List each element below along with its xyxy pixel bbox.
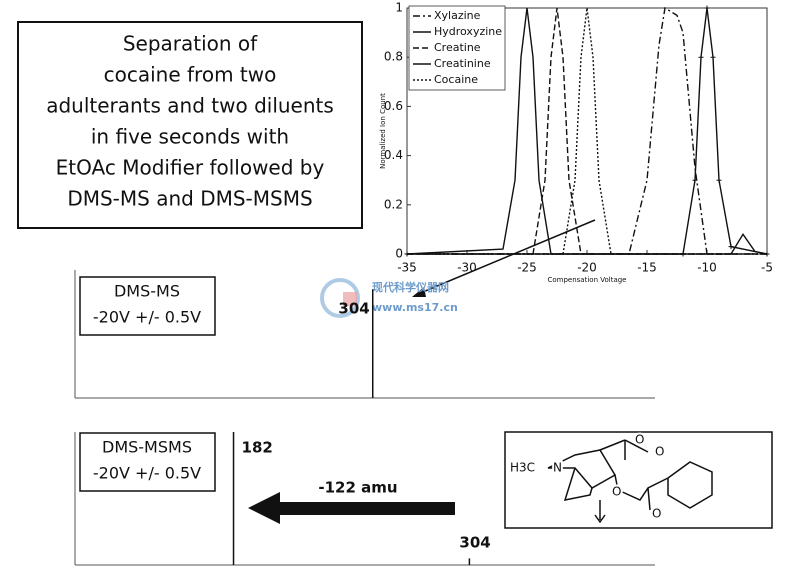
y-tick-label: 1 bbox=[395, 1, 403, 15]
label-box bbox=[79, 276, 216, 336]
spectrum-label: -20V +/- 0.5V bbox=[93, 308, 201, 327]
x-tick-label: -30 bbox=[457, 261, 477, 275]
legend-label: Creatinine bbox=[434, 57, 491, 70]
y-tick-label: 0.4 bbox=[384, 148, 403, 162]
y-tick-label: 0 bbox=[395, 247, 403, 261]
x-axis-label: Compensation Voltage bbox=[547, 276, 626, 284]
peak-label: 304 bbox=[338, 300, 369, 318]
peak-label: 182 bbox=[242, 439, 273, 457]
atom-label: O bbox=[635, 433, 644, 447]
title-line: DMS-MS and DMS-MSMS bbox=[67, 187, 312, 211]
spectrum-label: -20V +/- 0.5V bbox=[93, 464, 201, 483]
watermark-icon bbox=[343, 292, 357, 306]
x-tick-label: -10 bbox=[697, 261, 717, 275]
atom-label: O bbox=[655, 445, 664, 459]
y-tick-label: 0.6 bbox=[384, 99, 403, 113]
series-line bbox=[406, 7, 768, 255]
legend-label: Creatine bbox=[434, 41, 481, 54]
title-line: adulterants and two diluents bbox=[46, 94, 334, 118]
spectrum-label: DMS-MS bbox=[114, 282, 180, 301]
series-marker bbox=[698, 54, 704, 60]
pointer-arrow-head bbox=[412, 287, 426, 297]
watermark-text: www.ms17.cn bbox=[372, 301, 458, 314]
series-marker bbox=[716, 177, 722, 183]
legend-label: Hydroxyzine bbox=[434, 25, 502, 38]
series-line bbox=[407, 7, 767, 255]
x-tick-label: -35 bbox=[397, 261, 417, 275]
title-line: in five seconds with bbox=[91, 125, 289, 149]
structure-bonds bbox=[547, 439, 713, 524]
series-line bbox=[407, 6, 767, 255]
series-marker bbox=[728, 244, 734, 250]
watermark-text: 现代科学仪器网 bbox=[372, 280, 449, 294]
y-tick-label: 0.8 bbox=[384, 50, 403, 64]
x-tick-label: -20 bbox=[577, 261, 597, 275]
atom-label: O bbox=[612, 485, 621, 499]
structure-box bbox=[504, 431, 773, 529]
watermark-icon bbox=[320, 278, 360, 318]
series-marker bbox=[704, 5, 710, 11]
series-marker bbox=[692, 177, 698, 183]
shift-arrow-head bbox=[248, 492, 280, 524]
atom-label: H3C bbox=[510, 461, 535, 475]
title-line: cocaine from two bbox=[104, 63, 277, 87]
pointer-arrow bbox=[417, 219, 596, 295]
shift-arrow bbox=[275, 502, 455, 515]
x-tick-label: -5 bbox=[761, 261, 773, 275]
series-line bbox=[407, 7, 767, 255]
atom-label: N bbox=[553, 461, 562, 475]
legend-label: Cocaine bbox=[434, 73, 478, 86]
y-tick-label: 0.2 bbox=[384, 197, 403, 211]
x-tick-label: -25 bbox=[517, 261, 537, 275]
annotation: -122 amu bbox=[318, 479, 397, 497]
title-line: EtOAc Modifier followed by bbox=[56, 156, 325, 180]
y-axis-label: Normalized Ion Count bbox=[379, 93, 387, 169]
spectrum-label: DMS-MSMS bbox=[102, 438, 192, 457]
legend-label: Xylazine bbox=[434, 9, 481, 22]
title-box bbox=[17, 21, 363, 229]
peak-label: 304 bbox=[459, 534, 490, 552]
series-marker bbox=[710, 54, 716, 60]
x-tick-label: -15 bbox=[637, 261, 657, 275]
title-line: Separation of bbox=[123, 32, 258, 56]
label-box bbox=[79, 432, 216, 492]
atom-label: O bbox=[652, 507, 661, 521]
